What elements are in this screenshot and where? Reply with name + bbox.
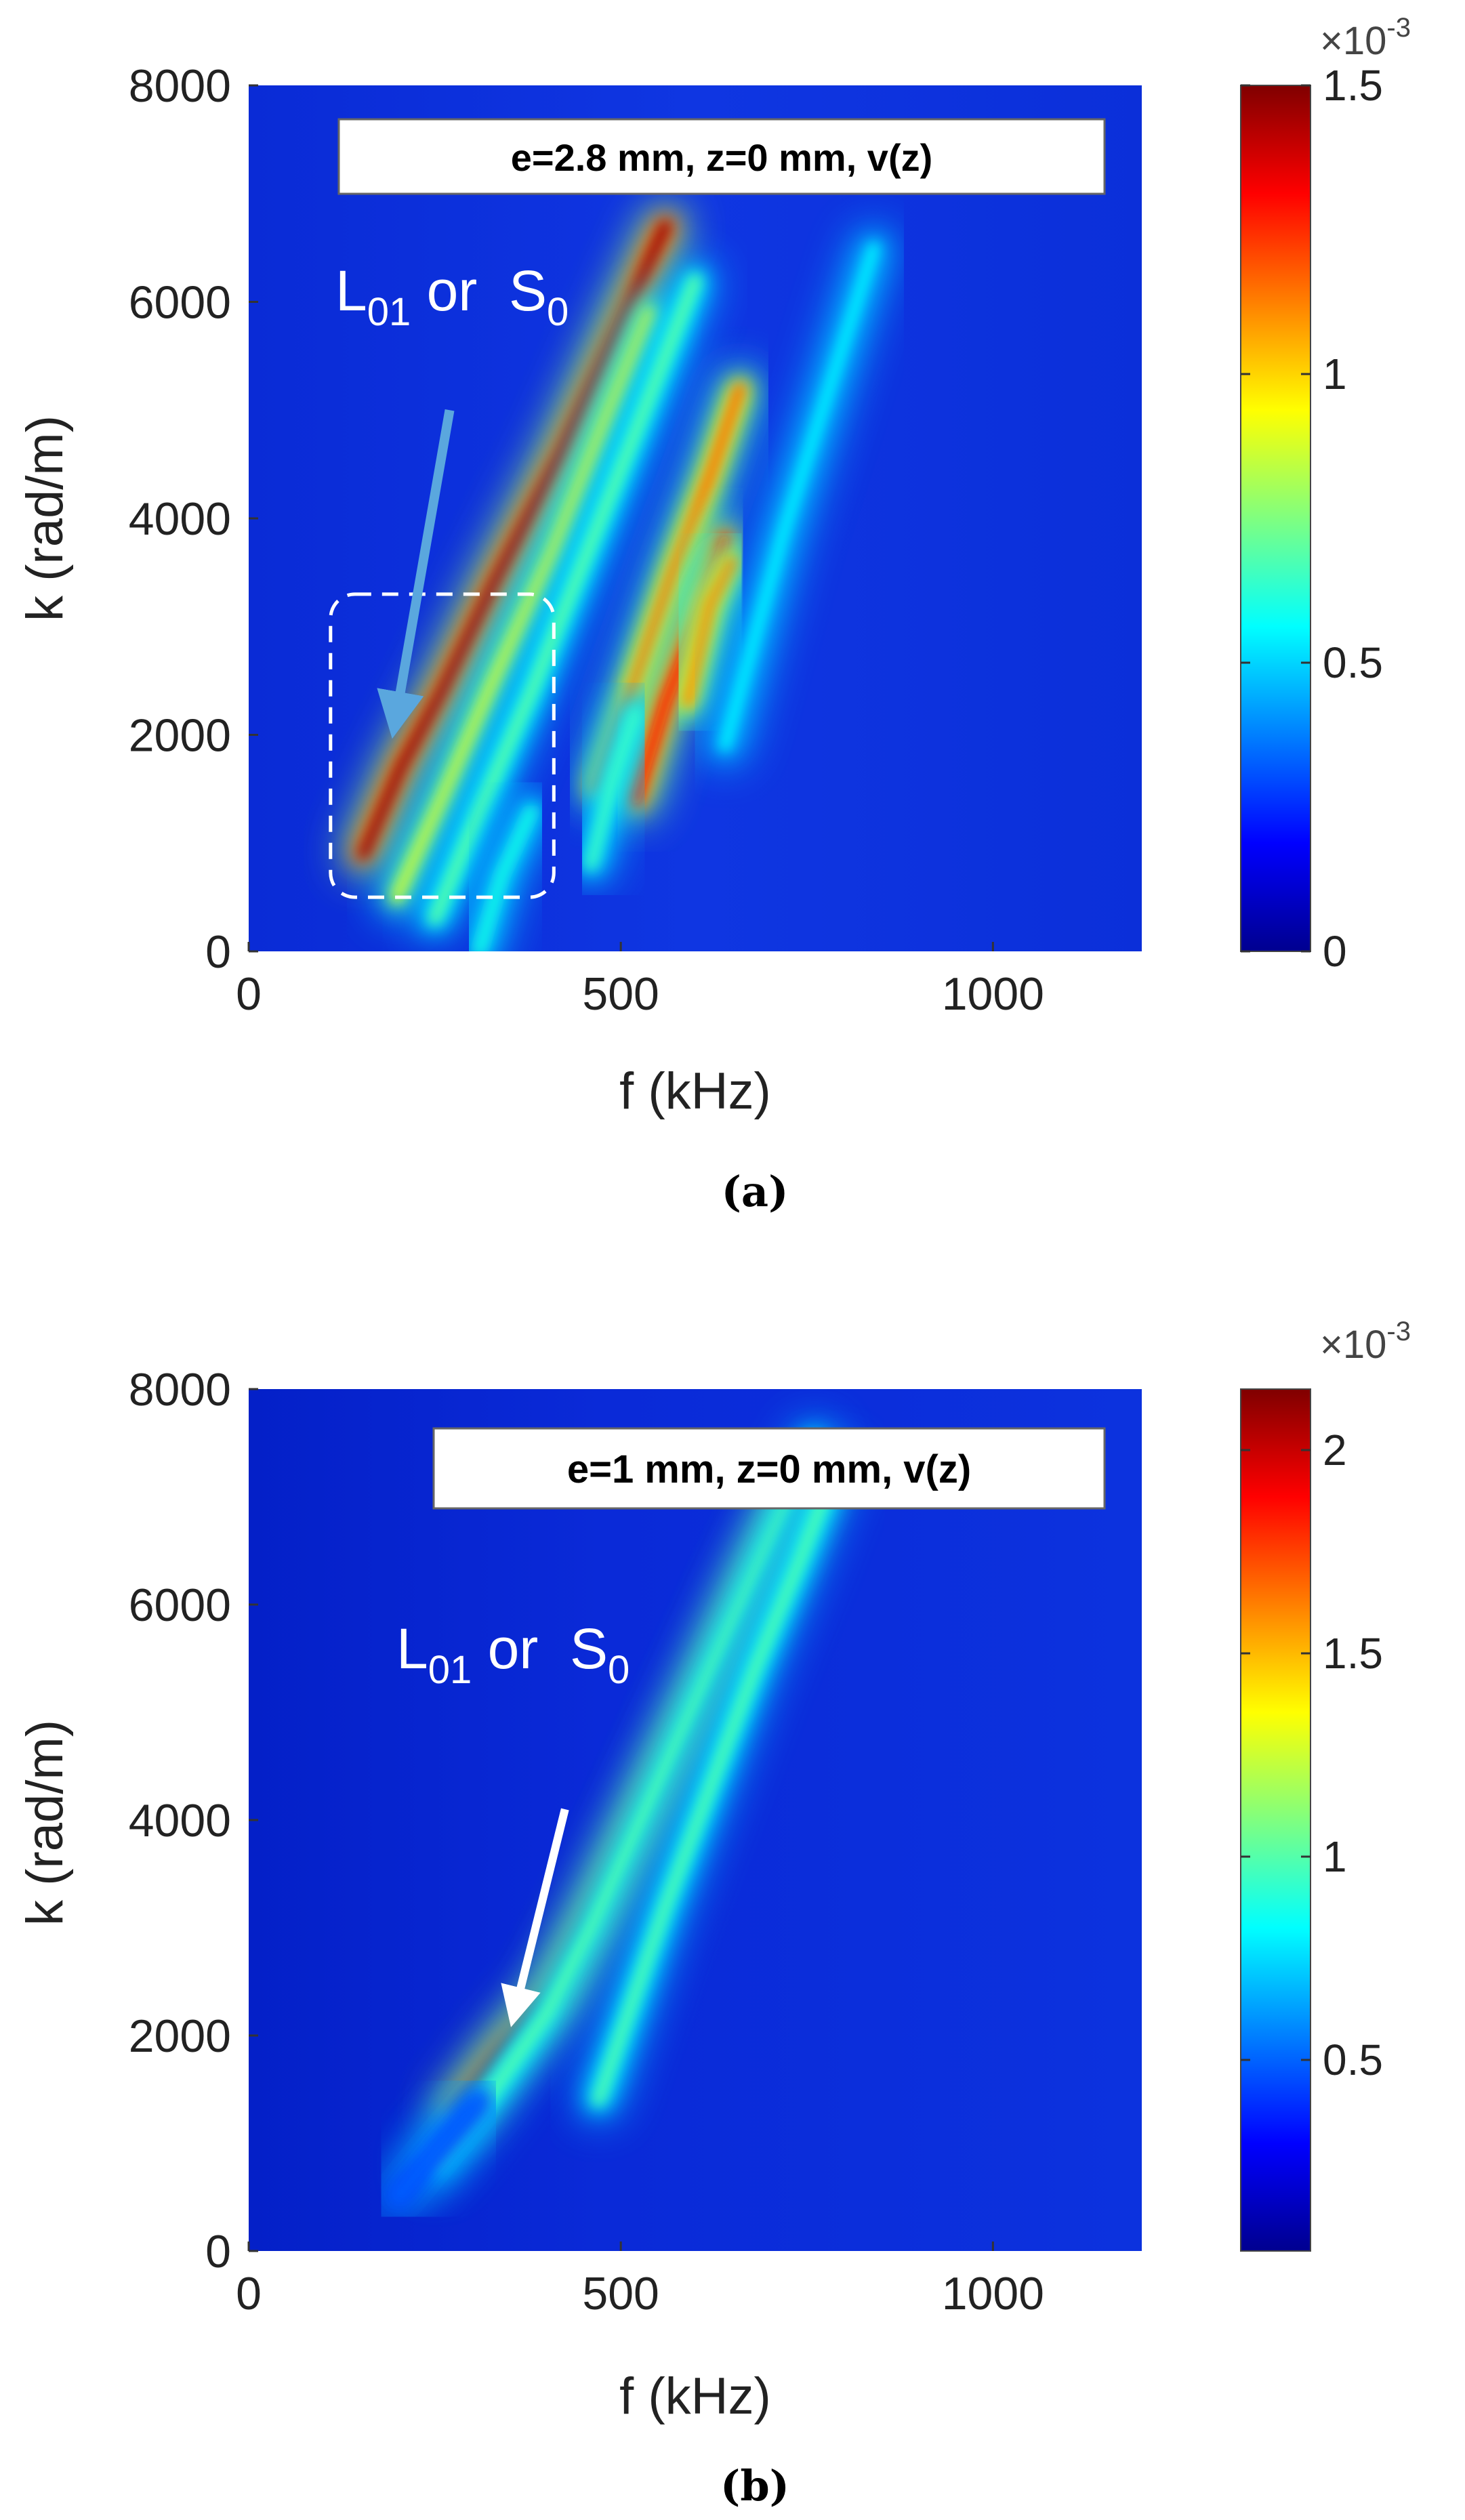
colorbar-tick-label: 1 <box>1323 1832 1347 1881</box>
colorbar-tick-label: 2 <box>1323 1426 1347 1474</box>
colorbar-ticks: 0.5 1 1.5 2 <box>1241 1426 1383 2084</box>
x-axis-ticks: 0 500 1000 <box>236 942 1044 1020</box>
y-tick-label: 2000 <box>129 710 231 762</box>
mode-arrow <box>501 1808 569 2027</box>
x-tick-label: 0 <box>236 968 262 1020</box>
ridge-2 <box>375 291 673 920</box>
x-tick-label: 1000 <box>942 2268 1044 2319</box>
colorbar <box>1240 85 1311 952</box>
colorbar-tick-label: 1.5 <box>1323 1629 1383 1678</box>
mode-label-main: L <box>396 1617 428 1680</box>
mode-label-sub: 01 <box>428 1648 472 1692</box>
annotation-text: e=1 mm, z=0 mm, v(z) <box>567 1447 971 1491</box>
panel-label: (a) <box>722 1167 789 1216</box>
x-axis-ticks: 0 500 1000 <box>236 2242 1044 2319</box>
mode-label-sub: 01 <box>367 290 411 334</box>
ridge-9 <box>569 691 658 887</box>
y-axis-ticks: 0 2000 4000 6000 8000 <box>129 1364 258 2277</box>
colorbar-exponent-power: -3 <box>1386 13 1411 43</box>
annotation-box <box>337 118 1106 195</box>
panel-b: e=1 mm, z=0 mm, v(z) L01 or S0 0 500 1000 … <box>16 1317 1411 2511</box>
ridge-4 <box>375 2078 501 2219</box>
y-axis-ticks: 0 2000 4000 6000 8000 <box>129 60 258 978</box>
y-tick-label: 8000 <box>129 1364 231 1416</box>
mode-label-or: or <box>472 1617 570 1680</box>
annotation-box <box>432 1427 1106 1510</box>
x-tick-label: 500 <box>582 968 659 1020</box>
y-tick-label: 8000 <box>129 60 231 112</box>
dashed-region <box>329 592 556 899</box>
ridge-3 <box>413 258 717 941</box>
y-tick-label: 0 <box>205 926 231 978</box>
colorbar-exponent: ×10-3 <box>1320 13 1411 63</box>
colorbar-exponent-power: -3 <box>1386 1317 1411 1346</box>
mode-label-sub2: 0 <box>608 1648 630 1692</box>
ridge-layer <box>375 1421 859 2219</box>
y-tick-label: 6000 <box>129 277 231 329</box>
y-tick-label: 4000 <box>129 1795 231 1846</box>
x-tick-label: 500 <box>582 2268 659 2319</box>
y-tick-label: 0 <box>205 2226 231 2277</box>
colorbar-tick-label: 0 <box>1323 927 1347 976</box>
x-axis-label: f (kHz) <box>619 1062 771 1120</box>
mode-label-main: L <box>335 259 367 323</box>
mode-arrow <box>377 409 455 739</box>
mode-label: L01 or S0 <box>335 259 569 334</box>
x-tick-label: 1000 <box>942 968 1044 1020</box>
panel-a: e=2.8 mm, z=0 mm, v(z) L01 or S0 0 500 100… <box>16 13 1411 1216</box>
x-tick-label: 0 <box>236 2268 262 2319</box>
colorbar-tick-label: 1 <box>1323 350 1347 398</box>
ridge-3 <box>577 1443 859 2122</box>
y-tick-label: 2000 <box>129 2010 231 2062</box>
ridge-7 <box>703 226 896 768</box>
colorbar-exponent-base: ×10 <box>1320 19 1386 63</box>
y-tick-label: 4000 <box>129 493 231 545</box>
y-tick-label: 6000 <box>129 1579 231 1631</box>
mode-label: L01 or S0 <box>396 1617 630 1692</box>
mode-label-main2: S <box>509 259 547 323</box>
colorbar-exponent: ×10-3 <box>1320 1317 1411 1367</box>
ridge-2 <box>413 1421 836 2187</box>
colorbar-tick-label: 1.5 <box>1323 61 1383 110</box>
ridge-layer <box>342 204 896 951</box>
mode-label-or: or <box>411 259 509 323</box>
x-axis-label: f (kHz) <box>619 2368 771 2425</box>
colorbar-tick-label: 0.5 <box>1323 2036 1383 2084</box>
mode-label-sub2: 0 <box>547 290 569 334</box>
ridge-6 <box>666 539 754 724</box>
colorbar-tick-label: 0.5 <box>1323 638 1383 687</box>
ridge-8 <box>457 789 554 951</box>
ridge-1 <box>342 204 688 876</box>
colorbar-ticks: 0 0.5 1 1.5 <box>1241 61 1383 976</box>
panel-label: (b) <box>720 2461 789 2511</box>
mode-label-main2: S <box>570 1617 608 1680</box>
y-axis-label: k (rad/m) <box>16 1720 74 1926</box>
colorbar-exponent-base: ×10 <box>1320 1323 1386 1367</box>
annotation-text: e=2.8 mm, z=0 mm, v(z) <box>511 136 933 179</box>
colorbar <box>1240 1388 1311 2252</box>
y-axis-label: k (rad/m) <box>16 415 74 621</box>
